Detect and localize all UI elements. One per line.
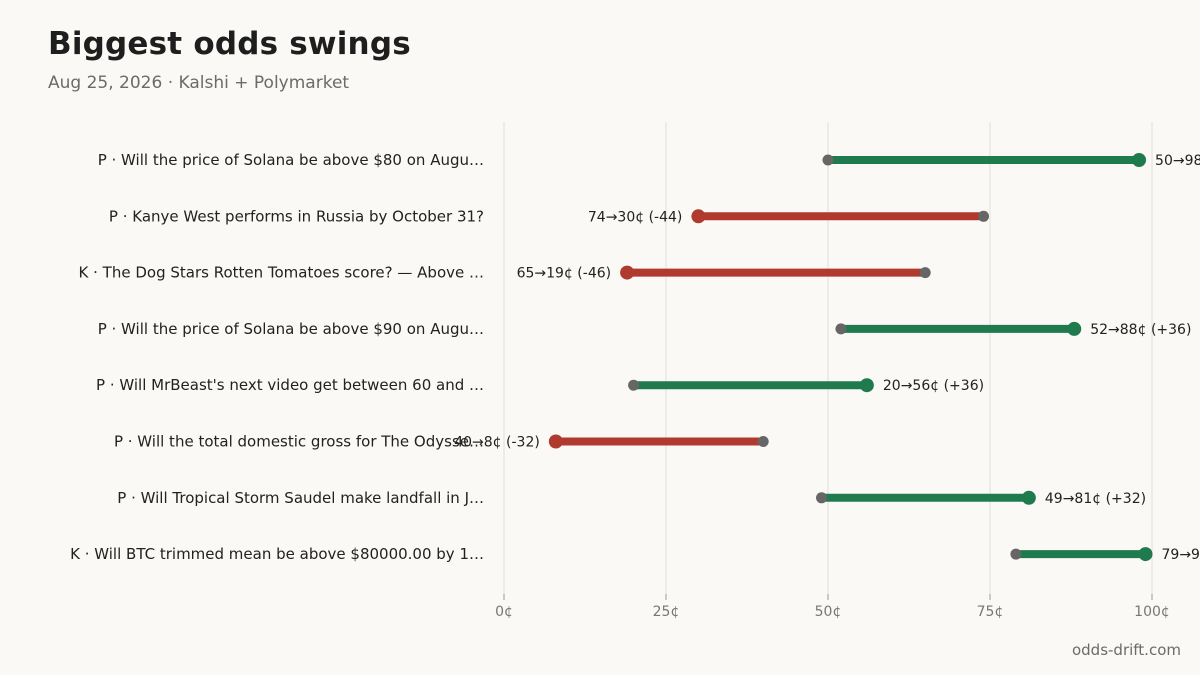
chart-row: K · The Dog Stars Rotten Tomatoes score?… [79,264,931,282]
chart-row: P · Will the price of Solana be above $8… [98,151,1200,169]
end-dot [620,265,635,280]
row-label: P · Will the price of Solana be above $8… [98,151,484,169]
x-tick-label: 100¢ [1134,604,1170,620]
row-label: P · Kanye West performs in Russia by Oct… [109,207,484,225]
start-dot [816,492,828,504]
value-label: 52→88¢ (+36) [1090,322,1191,338]
start-dot [628,379,640,391]
chart-row: P · Kanye West performs in Russia by Oct… [109,207,990,225]
chart-row: P · Will the total domestic gross for Th… [114,433,769,451]
row-label: P · Will the price of Solana be above $9… [98,320,484,338]
footer-credit: odds-drift.com [1071,641,1181,659]
page-title: Biggest odds swings [48,26,411,62]
chart-row: P · Will MrBeast's next video get betwee… [96,376,984,394]
start-dot [835,323,847,335]
page-subtitle: Aug 25, 2026 · Kalshi + Polymarket [48,73,350,93]
chart-row: P · Will the price of Solana be above $9… [98,320,1192,338]
x-axis: 0¢ 25¢ 50¢ 75¢ 100¢ [495,594,1170,620]
value-label: 40→8¢ (-32) [454,435,540,451]
value-label: 79→99¢ (+20) [1162,547,1200,563]
end-dot [859,378,874,393]
start-dot [757,436,769,447]
row-label: K · The Dog Stars Rotten Tomatoes score?… [79,264,484,282]
x-tick-label: 75¢ [977,604,1004,620]
end-dot [1067,321,1082,336]
start-dot [1010,548,1022,560]
value-label: 50→98¢ (+48) [1155,153,1200,169]
row-label: P · Will Tropical Storm Saudel make land… [117,489,484,507]
rows-layer: P · Will the price of Solana be above $8… [70,151,1200,563]
row-label: P · Will MrBeast's next video get betwee… [96,376,484,394]
row-label: P · Will the total domestic gross for Th… [114,433,484,451]
grid-layer [503,122,1153,594]
value-label: 74→30¢ (-44) [588,209,683,225]
end-dot [1138,547,1153,562]
start-dot [978,210,990,222]
end-dot [1132,153,1147,167]
value-label: 20→56¢ (+36) [883,378,984,394]
row-label: K · Will BTC trimmed mean be above $8000… [70,545,484,563]
end-dot [1021,490,1036,505]
end-dot [548,434,563,449]
chart-row: P · Will Tropical Storm Saudel make land… [117,489,1146,507]
value-label: 65→19¢ (-46) [517,266,612,282]
x-tick-label: 50¢ [815,604,842,620]
start-dot [822,154,834,166]
end-dot [691,209,706,224]
start-dot [919,267,931,279]
x-tick-label: 0¢ [495,604,513,620]
chart-row: K · Will BTC trimmed mean be above $8000… [70,545,1200,563]
value-label: 49→81¢ (+32) [1045,491,1146,507]
x-tick-label: 25¢ [653,604,680,620]
